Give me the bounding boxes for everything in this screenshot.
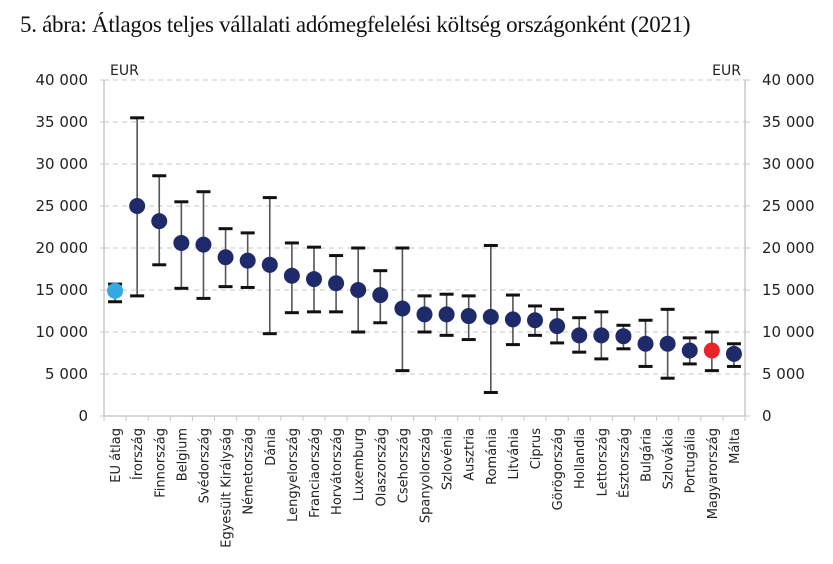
x-category-label: Horvátország	[330, 428, 345, 515]
y-axis-left-ticks: 0 5 000 10 000 15 000 20 000 25 000 30 000 35 0…	[36, 71, 89, 425]
y-tick-label-left: 15 000	[36, 281, 89, 299]
y-tick-label-left: 0	[78, 407, 88, 425]
data-point-marker	[372, 287, 389, 304]
x-category-label: Görögország	[551, 428, 566, 510]
x-category-label: Luxemburg	[352, 428, 367, 501]
data-point-marker	[438, 306, 455, 323]
data-point-marker	[328, 275, 345, 292]
data-point-marker	[350, 282, 367, 298]
x-category-label: Lettország	[595, 428, 610, 496]
data-point-marker	[239, 252, 256, 269]
x-category-label: Finnország	[153, 428, 168, 498]
y-axis-right-ticks: 0 5 000 10 000 15 000 20 000 25 000 30 000 35 0…	[762, 71, 815, 425]
x-category-label: Málta	[728, 428, 743, 464]
y-tick-label-right: 35 000	[762, 113, 815, 131]
data-point-marker	[460, 308, 477, 325]
y-tick-label-left: 5 000	[45, 365, 88, 383]
y-tick-label-right: 15 000	[762, 281, 815, 299]
y-tick-label-left: 20 000	[36, 239, 89, 257]
data-point-marker	[305, 271, 322, 288]
y-tick-label-right: 30 000	[762, 155, 815, 173]
data-point-marker	[482, 308, 499, 325]
y-tick-label-left: 30 000	[36, 155, 89, 173]
x-category-label: Csehország	[396, 428, 411, 503]
x-category-label: Egyesült Királyság	[220, 428, 235, 548]
y-tick-label-right: 10 000	[762, 323, 815, 341]
y-axis-left-unit: EUR	[110, 63, 139, 79]
data-point-marker	[416, 306, 433, 323]
data-point-marker	[504, 311, 521, 328]
y-tick-label-right: 0	[762, 407, 772, 425]
data-point-marker	[173, 234, 190, 251]
data-point-marker	[549, 318, 566, 335]
data-point-marker	[615, 328, 632, 345]
x-category-label: Portugália	[684, 428, 699, 493]
data-point-marker	[394, 300, 411, 317]
data-point-marker	[593, 327, 610, 344]
x-category-label: Belgium	[175, 428, 190, 481]
data-point-marker	[681, 342, 698, 359]
y-tick-label-right: 20 000	[762, 239, 815, 257]
x-category-label: Olaszország	[374, 428, 389, 507]
axes	[100, 79, 750, 421]
x-category-label: Írország	[130, 428, 146, 480]
data-point-marker	[703, 342, 720, 359]
x-category-label: Hollandia	[573, 428, 588, 489]
data-point-marker	[217, 249, 234, 266]
y-axis-right-unit: EUR	[712, 63, 741, 79]
x-category-label: Ciprus	[529, 428, 544, 470]
gridlines	[104, 79, 745, 375]
x-category-label: Spanyolország	[419, 428, 434, 523]
x-category-label: Németország	[242, 428, 257, 515]
y-tick-label-left: 35 000	[36, 113, 89, 131]
y-tick-label-right: 40 000	[762, 71, 815, 89]
x-category-label: EU átlag	[109, 428, 124, 483]
data-markers	[107, 198, 742, 362]
x-category-label: Szlovákia	[662, 428, 677, 489]
data-point-marker	[571, 327, 588, 344]
data-point-marker	[195, 236, 212, 253]
x-category-label: Lengyelország	[286, 428, 301, 522]
x-category-label: Dánia	[264, 428, 279, 466]
data-point-marker	[107, 282, 124, 299]
y-tick-label-left: 10 000	[36, 323, 89, 341]
data-point-marker	[129, 198, 146, 214]
x-category-label: Bulgária	[640, 428, 655, 482]
x-category-label: Románia	[485, 428, 500, 485]
data-point-marker	[527, 312, 544, 329]
figure-title: 5. ábra: Átlagos teljes vállalati adómeg…	[20, 12, 691, 37]
data-point-marker	[261, 256, 278, 273]
y-tick-label-left: 40 000	[36, 71, 89, 89]
x-category-label: Észtország	[616, 428, 632, 498]
data-point-marker	[151, 213, 168, 230]
x-axis-category-labels: EU átlag Írország Finnország Belgium Svédors…	[109, 428, 743, 548]
x-category-label: Litvánia	[507, 428, 522, 479]
data-point-marker	[637, 335, 654, 352]
x-category-label: Magyarország	[706, 428, 721, 519]
data-point-marker	[725, 345, 742, 362]
y-tick-label-right: 5 000	[762, 365, 805, 383]
y-tick-label-left: 25 000	[36, 197, 89, 215]
x-category-label: Ausztria	[463, 428, 478, 481]
x-category-label: Franciaország	[308, 428, 323, 518]
data-point-marker	[659, 335, 676, 352]
x-category-label: Svédország	[197, 428, 212, 503]
x-category-label: Szlovénia	[441, 428, 456, 490]
y-tick-label-right: 25 000	[762, 197, 815, 215]
data-point-marker	[283, 267, 300, 284]
